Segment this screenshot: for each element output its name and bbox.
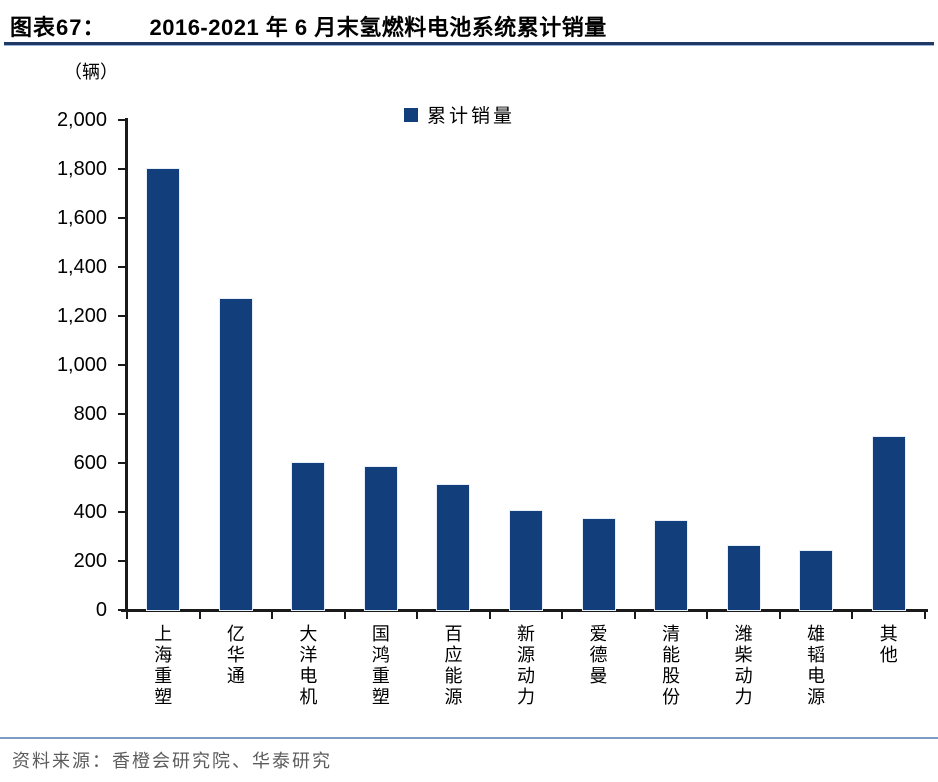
bar bbox=[800, 551, 833, 610]
y-axis-tick-label: 2,000 bbox=[56, 109, 107, 131]
y-axis-tick-label: 1,800 bbox=[56, 158, 107, 180]
y-axis-tick bbox=[118, 364, 126, 366]
x-axis-category-label: 上海重塑 bbox=[152, 624, 173, 708]
x-axis-tick bbox=[851, 611, 854, 619]
y-axis-tick-label: 1,000 bbox=[56, 354, 107, 376]
figure-title: 2016-2021 年 6 月末氢燃料电池系统累计销量 bbox=[149, 15, 607, 40]
x-axis-category-label: 新源动力 bbox=[515, 624, 535, 708]
y-axis-tick bbox=[118, 413, 126, 415]
x-axis-tick bbox=[924, 611, 926, 619]
x-axis-tick bbox=[271, 611, 274, 619]
bar bbox=[292, 463, 325, 610]
bar bbox=[147, 169, 180, 610]
y-axis-tick-label: 1,200 bbox=[56, 305, 107, 327]
y-axis-tick bbox=[118, 266, 126, 268]
y-axis-tick-label: 200 bbox=[73, 550, 107, 572]
legend: 累计销量 bbox=[404, 101, 515, 128]
x-axis-line bbox=[121, 609, 928, 612]
x-axis-tick bbox=[416, 611, 419, 619]
bar bbox=[727, 546, 760, 610]
y-axis-tick bbox=[118, 609, 126, 611]
y-axis-tick bbox=[118, 511, 126, 513]
x-axis-category-label: 大洋电机 bbox=[297, 624, 318, 708]
y-axis-tick bbox=[118, 315, 126, 317]
x-axis-category-label: 潍柴动力 bbox=[732, 624, 753, 708]
y-axis-line bbox=[125, 118, 128, 612]
x-axis-category-label: 清能股份 bbox=[660, 624, 681, 708]
y-axis-tick-label: 0 bbox=[95, 599, 107, 621]
source-note: 资料来源：香橙会研究院、华泰研究 bbox=[12, 751, 332, 771]
footer-divider bbox=[0, 737, 938, 739]
bar bbox=[582, 519, 615, 610]
figure-header: 图表67： 2016-2021 年 6 月末氢燃料电池系统累计销量 bbox=[10, 10, 930, 42]
y-axis-unit: （辆） bbox=[64, 62, 118, 82]
title-divider bbox=[4, 42, 934, 46]
bar bbox=[437, 485, 470, 610]
x-axis-tick bbox=[778, 611, 781, 619]
x-axis-tick bbox=[561, 611, 564, 619]
x-axis-category-label: 雄韬电源 bbox=[805, 624, 826, 708]
x-axis-tick bbox=[488, 611, 491, 619]
x-axis-category-label: 百应能源 bbox=[442, 624, 463, 708]
x-axis-category-label: 其他 bbox=[877, 624, 898, 666]
y-axis-tick bbox=[118, 119, 126, 121]
y-axis-tick bbox=[118, 560, 126, 562]
bar bbox=[364, 466, 397, 610]
y-axis-tick-label: 1,600 bbox=[56, 207, 107, 229]
y-axis-tick bbox=[118, 168, 126, 170]
x-axis-tick bbox=[706, 611, 709, 619]
y-axis-tick-label: 400 bbox=[73, 501, 107, 523]
x-axis-category-label: 国鸿重塑 bbox=[369, 624, 390, 708]
bar bbox=[510, 510, 542, 610]
x-axis-tick bbox=[633, 611, 636, 619]
x-axis-tick bbox=[343, 611, 346, 619]
y-axis-tick bbox=[118, 217, 126, 219]
x-axis-category-label: 爱德曼 bbox=[587, 624, 608, 687]
bar bbox=[655, 520, 688, 610]
x-axis-tick bbox=[126, 611, 128, 619]
x-axis-category-label: 亿华通 bbox=[224, 624, 245, 687]
legend-swatch-icon bbox=[404, 107, 418, 122]
y-axis-tick-label: 600 bbox=[73, 452, 107, 474]
y-axis-tick-label: 800 bbox=[73, 403, 107, 425]
y-axis-tick bbox=[118, 462, 126, 464]
bar bbox=[219, 298, 252, 610]
figure-number: 图表67： bbox=[10, 15, 106, 40]
bar bbox=[872, 437, 905, 610]
legend-label: 累计销量 bbox=[427, 106, 516, 127]
x-axis-tick bbox=[198, 611, 201, 619]
y-axis-tick-label: 1,400 bbox=[56, 256, 107, 278]
